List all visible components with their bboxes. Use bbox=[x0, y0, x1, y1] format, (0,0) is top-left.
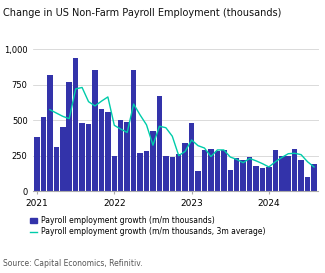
Bar bbox=[124, 121, 130, 191]
Bar bbox=[92, 70, 98, 191]
Bar bbox=[202, 150, 207, 191]
Bar bbox=[163, 156, 169, 191]
Bar bbox=[79, 123, 85, 191]
Bar bbox=[60, 127, 66, 191]
Bar bbox=[189, 123, 194, 191]
Bar bbox=[227, 170, 233, 191]
Bar bbox=[170, 157, 175, 191]
Bar bbox=[292, 149, 297, 191]
Text: Source: Capital Economics, Refinitiv.: Source: Capital Economics, Refinitiv. bbox=[3, 259, 143, 268]
Bar bbox=[247, 157, 252, 191]
Bar bbox=[86, 124, 91, 191]
Legend: Payroll employment growth (m/m thousands), Payroll employment growth (m/m thousa: Payroll employment growth (m/m thousands… bbox=[30, 216, 266, 236]
Bar bbox=[305, 177, 310, 191]
Bar bbox=[34, 137, 40, 191]
Bar bbox=[73, 58, 78, 191]
Bar bbox=[150, 132, 156, 191]
Bar bbox=[54, 147, 59, 191]
Bar bbox=[99, 109, 104, 191]
Bar bbox=[214, 151, 220, 191]
Bar bbox=[240, 160, 246, 191]
Bar bbox=[195, 171, 201, 191]
Bar bbox=[298, 160, 304, 191]
Bar bbox=[208, 149, 214, 191]
Bar bbox=[260, 168, 265, 191]
Bar bbox=[41, 117, 46, 191]
Bar bbox=[273, 150, 278, 191]
Bar bbox=[137, 153, 143, 191]
Bar bbox=[176, 154, 181, 191]
Bar bbox=[221, 150, 227, 191]
Bar bbox=[253, 165, 259, 191]
Bar bbox=[118, 120, 124, 191]
Bar bbox=[266, 167, 272, 191]
Bar bbox=[105, 112, 111, 191]
Bar bbox=[234, 158, 240, 191]
Bar bbox=[67, 82, 72, 191]
Bar bbox=[144, 151, 149, 191]
Bar bbox=[279, 156, 284, 191]
Bar bbox=[47, 75, 53, 191]
Text: Change in US Non-Farm Payroll Employment (thousands): Change in US Non-Farm Payroll Employment… bbox=[3, 8, 282, 18]
Bar bbox=[285, 156, 291, 191]
Bar bbox=[182, 143, 188, 191]
Bar bbox=[311, 164, 317, 191]
Bar bbox=[157, 96, 162, 191]
Bar bbox=[111, 156, 117, 191]
Bar bbox=[131, 70, 136, 191]
